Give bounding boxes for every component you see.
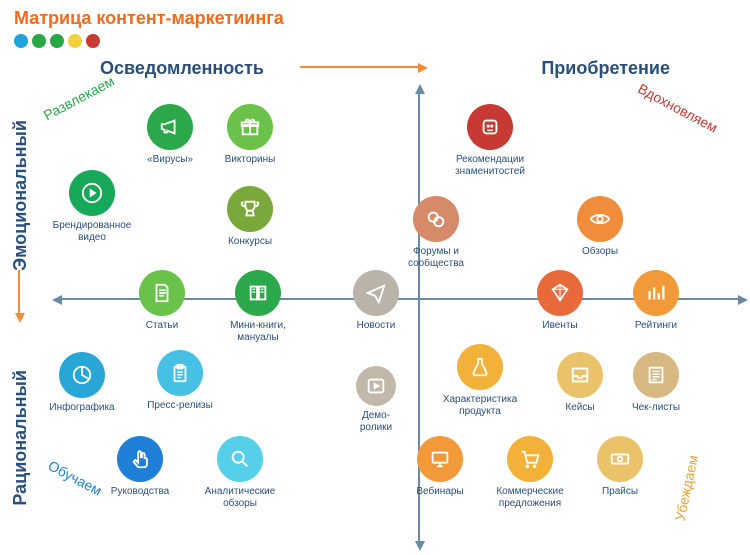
node-label: Руководства [111,486,169,498]
node-demo: Демо- ролики [332,366,420,433]
axis-left-arrow [18,270,20,315]
quadrant-label-inspire: Вдохновляем [636,80,721,135]
node-label: Аналитические обзоры [205,486,276,509]
gift-icon [227,104,273,150]
doc-icon [139,270,185,316]
axis-label-rational: Рациональный [10,370,31,506]
legend-dots [14,34,100,48]
legend-dot [14,34,28,48]
node-prices: Прайсы [576,436,664,498]
node-ratings: Рейтинги [612,270,700,332]
quadrant-label-convince: Убеждаем [672,454,702,523]
node-label: Вебинары [416,486,463,498]
eye-icon [577,196,623,242]
axis-top-arrow [300,66,420,68]
node-contests: Конкурсы [206,186,294,248]
megaphone-icon [147,104,193,150]
node-label: Прайсы [602,486,638,498]
node-label: Статьи [146,320,178,332]
node-forums: Форумы и сообщества [392,196,480,269]
book-icon [235,270,281,316]
trophy-icon [227,186,273,232]
face-icon [467,104,513,150]
play-icon [69,170,115,216]
node-label: Рейтинги [635,320,677,332]
pie-icon [59,352,105,398]
axis-label-emotional: Эмоциональный [10,120,31,271]
playbox-icon [356,366,396,406]
legend-dot [86,34,100,48]
node-infographics: Инфографика [38,352,126,414]
node-offers: Коммерческие предложения [486,436,574,509]
node-brandvideo: Брендированное видео [48,170,136,243]
node-articles: Статьи [118,270,206,332]
legend-dot [32,34,46,48]
bars-icon [633,270,679,316]
quadrant-label-entertain: Развлекаем [41,73,117,124]
axis-label-purchase: Приобретение [541,58,670,79]
node-label: Характеристика продукта [443,394,517,417]
diamond-icon [537,270,583,316]
inbox-icon [557,352,603,398]
node-label: Форумы и сообщества [408,246,464,269]
node-cases: Кейсы [536,352,624,414]
node-label: Пресс-релизы [147,400,213,412]
node-celeb: Рекомендации знаменитостей [446,104,534,177]
search-icon [217,436,263,482]
node-events: Ивенты [516,270,604,332]
node-label: Брендированное видео [53,220,132,243]
money-icon [597,436,643,482]
node-label: «Вирусы» [147,154,193,166]
chat-icon [413,196,459,242]
doclines-icon [633,352,679,398]
matrix-canvas: Матрица контент-маркетиинга Осведомленно… [0,0,750,555]
send-icon [353,270,399,316]
node-label: Инфографика [49,402,114,414]
page-title: Матрица контент-маркетиинга [14,8,284,29]
legend-dot [68,34,82,48]
clipboard-icon [157,350,203,396]
node-label: Новости [357,320,396,332]
node-label: Мини-книги, мануалы [230,320,286,343]
node-news: Новости [332,270,420,332]
node-label: Кейсы [565,402,594,414]
node-label: Рекомендации знаменитостей [455,154,525,177]
node-label: Конкурсы [228,236,272,248]
flask-icon [457,344,503,390]
node-guides: Руководства [96,436,184,498]
node-webinars: Вебинары [396,436,484,498]
node-label: Обзоры [582,246,618,258]
node-label: Коммерческие предложения [496,486,563,509]
node-features: Характеристика продукта [436,344,524,417]
hand-icon [117,436,163,482]
node-analytics: Аналитические обзоры [196,436,284,509]
node-label: Чек-листы [632,402,680,414]
node-minibooks: Мини-книги, мануалы [214,270,302,343]
node-label: Демо- ролики [360,410,392,433]
node-viruses: «Вирусы» [126,104,214,166]
node-press: Пресс-релизы [136,350,224,412]
node-label: Викторины [225,154,276,166]
monitor-icon [417,436,463,482]
node-checklists: Чек-листы [612,352,700,414]
legend-dot [50,34,64,48]
node-quizzes: Викторины [206,104,294,166]
node-reviews: Обзоры [556,196,644,258]
node-label: Ивенты [542,320,577,332]
cart-icon [507,436,553,482]
axis-label-awareness: Осведомленность [100,58,264,79]
